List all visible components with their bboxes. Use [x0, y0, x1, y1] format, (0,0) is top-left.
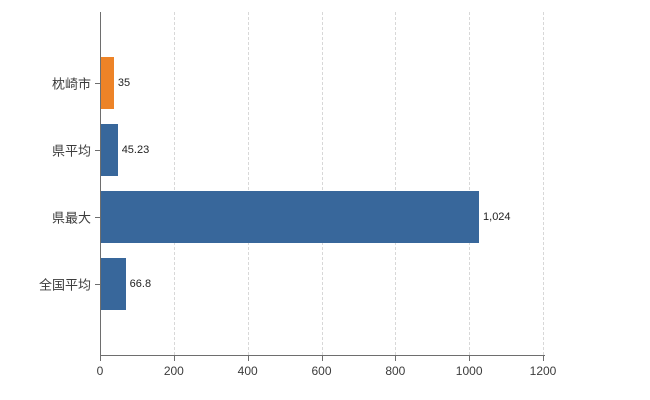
- gridline: [321, 12, 323, 355]
- y-tick-mark: [95, 284, 100, 286]
- x-tick-label: 800: [385, 364, 406, 378]
- x-tick-mark: [469, 356, 471, 361]
- bar: [101, 258, 126, 311]
- value-label: 35: [117, 76, 131, 89]
- value-label: 45.23: [121, 143, 150, 156]
- x-tick-mark: [395, 356, 397, 361]
- y-tick-label: 全国平均: [38, 277, 91, 293]
- x-tick-label: 0: [96, 364, 104, 378]
- y-tick-mark: [95, 149, 100, 151]
- bar: [101, 123, 118, 176]
- gridline: [247, 12, 249, 355]
- value-label: 1,024: [483, 211, 511, 224]
- bar: [101, 56, 114, 109]
- gridline: [543, 12, 544, 355]
- x-tick-label: 400: [237, 364, 258, 378]
- x-tick-mark: [321, 356, 323, 361]
- y-tick-label: 県平均: [51, 143, 91, 159]
- x-tick-mark: [173, 356, 175, 361]
- y-axis-line: [100, 12, 101, 356]
- x-tick-label: 600: [311, 364, 332, 378]
- x-tick-mark: [543, 356, 544, 361]
- x-tick-mark: [247, 356, 249, 361]
- gridline: [395, 12, 397, 355]
- y-tick-label: 県最大: [51, 210, 91, 226]
- x-tick-mark: [100, 356, 101, 361]
- x-tick-label: 1200: [529, 364, 557, 378]
- y-tick-label: 枕崎市: [51, 76, 91, 92]
- bar: [101, 191, 480, 244]
- gridline: [469, 12, 471, 355]
- x-axis-line: [100, 355, 545, 356]
- value-label: 66.8: [129, 278, 152, 291]
- y-tick-mark: [95, 217, 100, 219]
- gridline: [173, 12, 175, 355]
- x-tick-label: 200: [163, 364, 184, 378]
- x-tick-label: 1000: [455, 364, 483, 378]
- y-tick-mark: [95, 82, 100, 84]
